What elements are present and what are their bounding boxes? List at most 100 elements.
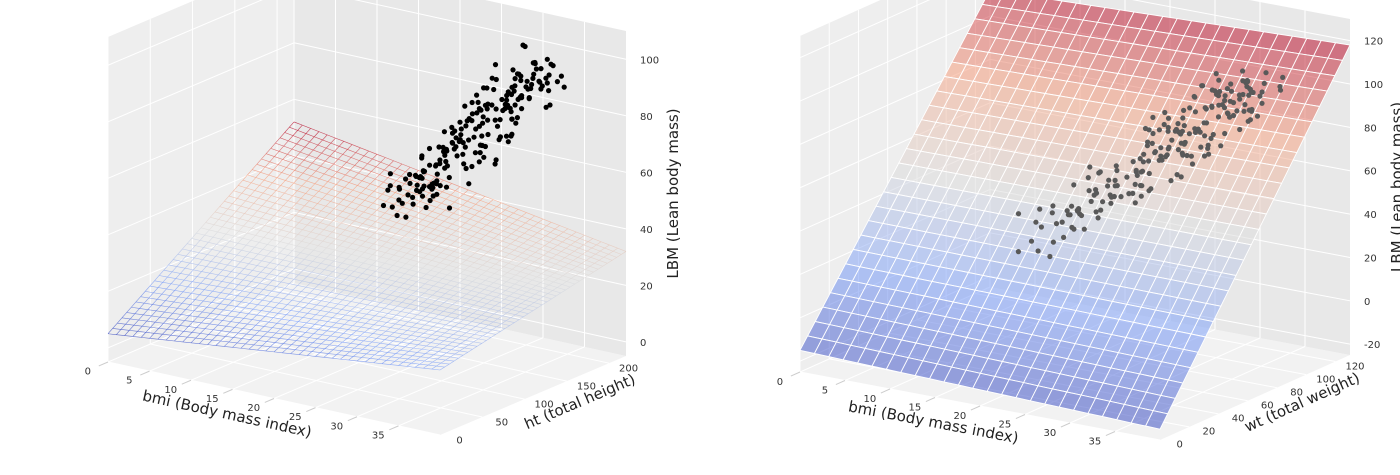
surface-wire <box>480 200 489 204</box>
surface-wire <box>374 311 380 316</box>
surface-wire <box>153 328 160 334</box>
surface-wire <box>346 157 352 163</box>
surface-wire <box>133 319 139 326</box>
surface-wire <box>449 329 459 332</box>
surface-wire <box>293 234 299 240</box>
surface-wire <box>513 246 519 251</box>
surface-wire <box>375 221 385 225</box>
surface-wire <box>235 312 241 318</box>
surface-wire <box>234 218 241 225</box>
surface-wire <box>521 291 527 296</box>
z-tick-label: 0 <box>640 338 646 349</box>
surface-wire <box>273 264 279 270</box>
surface-wire <box>210 211 216 218</box>
surface-wire <box>363 336 369 342</box>
surface-wire <box>192 281 201 284</box>
surface-wire <box>384 339 394 342</box>
surface-wire <box>246 285 256 289</box>
surface-wire <box>375 342 381 347</box>
surface-wire <box>418 257 424 263</box>
surface-wire <box>616 254 622 258</box>
surface-wire <box>475 283 481 288</box>
surface-wire <box>476 238 482 244</box>
surface-wire <box>520 226 530 230</box>
surface-wire <box>182 286 188 293</box>
surface-wire <box>187 336 196 339</box>
surface-wire <box>290 215 296 221</box>
surface-wire <box>549 275 559 280</box>
surface-wire <box>421 319 430 322</box>
surface-wire <box>487 329 493 334</box>
data-point <box>1158 145 1164 151</box>
surface-wire <box>236 254 246 258</box>
x-tick-label: 5 <box>126 376 132 387</box>
surface-wire <box>602 263 608 267</box>
surface-wire <box>315 227 324 231</box>
surface-wire <box>260 172 269 176</box>
z-axis-label: LBM (Lean body mass) <box>664 108 682 278</box>
surface-wire <box>452 223 461 228</box>
surface-wire <box>154 316 161 323</box>
surface-wire <box>317 294 327 297</box>
surface-wire <box>305 188 311 194</box>
surface-wire <box>488 203 497 207</box>
surface-wire <box>591 244 597 249</box>
surface-wire <box>162 333 171 336</box>
surface-wire <box>230 228 239 232</box>
surface-wire <box>296 336 302 341</box>
data-point <box>1198 144 1204 150</box>
surface-wire <box>250 235 256 241</box>
surface-wire <box>154 275 160 281</box>
surface-wire <box>477 343 483 347</box>
surface-wire <box>466 208 472 213</box>
surface-wire <box>198 247 204 253</box>
surface-wire <box>565 286 571 291</box>
surface-wire <box>422 219 432 223</box>
surface-wire <box>383 224 393 228</box>
surface-wire <box>545 276 551 280</box>
data-point <box>1093 209 1099 215</box>
surface-wire <box>499 220 505 225</box>
surface-wire <box>331 326 340 329</box>
surface-wire <box>304 297 314 300</box>
surface-wire <box>415 255 424 259</box>
surface-wire <box>510 317 520 320</box>
surface-wire <box>378 239 387 243</box>
surface-wire <box>475 200 481 205</box>
surface-wire <box>354 260 364 264</box>
surface-wire <box>364 285 370 290</box>
surface-wire <box>226 276 235 279</box>
surface-wire <box>196 227 202 234</box>
surface-wire <box>354 302 360 308</box>
data-point <box>1159 157 1165 163</box>
surface-wire <box>402 257 411 260</box>
surface-wire <box>317 334 323 339</box>
surface-wire <box>374 351 380 356</box>
surface-wire <box>456 309 465 312</box>
surface-wire <box>324 213 330 219</box>
surface-wire <box>395 229 401 234</box>
surface-wire <box>258 237 264 243</box>
data-point <box>509 116 515 122</box>
surface-wire <box>319 319 328 322</box>
surface-wire <box>539 245 545 250</box>
surface-wire <box>213 219 219 225</box>
surface-wire <box>335 234 341 240</box>
surface-wire <box>504 205 510 211</box>
surface-wire <box>216 330 222 336</box>
surface-wire <box>497 315 503 320</box>
surface-wire <box>497 244 506 248</box>
data-point <box>1108 200 1114 206</box>
surface-wire <box>291 340 297 345</box>
surface-wire <box>130 313 136 320</box>
surface-wire <box>272 323 278 328</box>
surface-wire <box>534 293 544 297</box>
surface-wire <box>372 250 378 255</box>
surface-wire <box>397 305 406 309</box>
surface-wire <box>160 300 166 306</box>
surface-wire <box>231 306 237 312</box>
surface-wire <box>232 203 241 207</box>
surface-wire <box>294 227 303 230</box>
surface-wire <box>350 157 360 161</box>
surface-wire <box>486 303 496 306</box>
